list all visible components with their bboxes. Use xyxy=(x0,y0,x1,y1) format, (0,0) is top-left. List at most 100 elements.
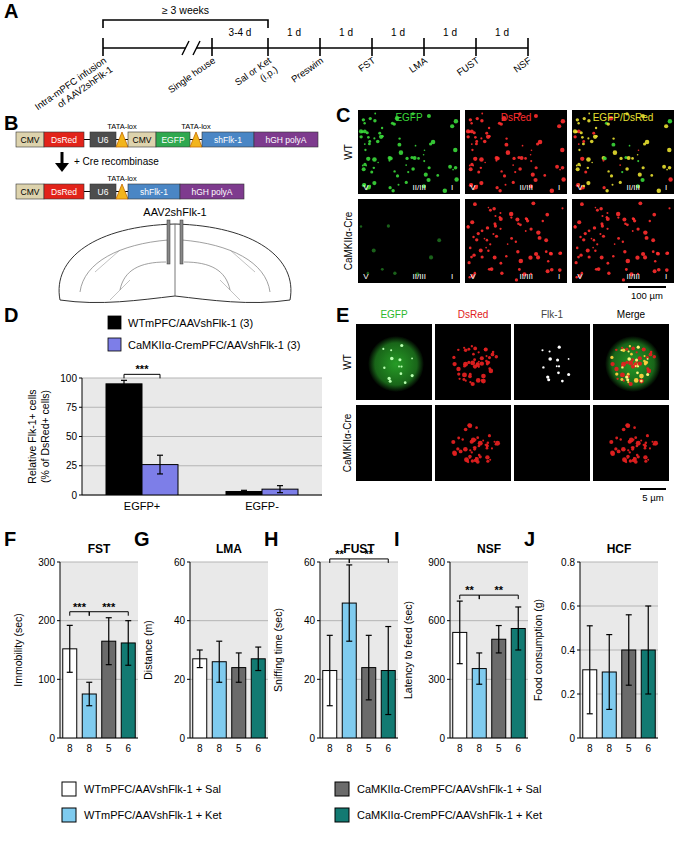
construct-element xyxy=(90,132,116,147)
cell-dot xyxy=(486,239,489,242)
error-line xyxy=(159,455,160,474)
puncta xyxy=(485,455,489,459)
cell-dot xyxy=(366,157,370,161)
cell-dot xyxy=(544,238,548,242)
cell-dot xyxy=(605,189,608,192)
error-cap xyxy=(197,649,203,650)
puncta xyxy=(621,366,623,368)
puncta xyxy=(452,356,455,359)
error-bar xyxy=(86,682,92,705)
cell-dot xyxy=(505,184,507,186)
element-label: EGFP xyxy=(161,135,184,145)
micrograph: DsRedVII/IIII xyxy=(465,110,567,194)
cell-dot xyxy=(500,272,503,275)
puncta xyxy=(556,365,558,367)
cell-dot xyxy=(492,207,496,211)
puncta xyxy=(400,344,403,347)
cell-dot xyxy=(588,229,591,232)
error-line xyxy=(89,682,90,705)
lox-label: TATA-lox xyxy=(107,174,137,183)
puncta xyxy=(457,437,460,440)
vector-label: AAV2shFlk-1 xyxy=(143,206,206,218)
channel-label: EGFP/DsRed xyxy=(593,112,654,123)
y-label: (% of DsRed+ cells) xyxy=(39,390,51,483)
puncta xyxy=(636,454,639,457)
cell-dot xyxy=(545,250,548,253)
plot-background xyxy=(60,562,138,738)
puncta xyxy=(642,347,646,351)
error-cap xyxy=(125,665,131,666)
error-cap xyxy=(366,699,372,700)
grid-line xyxy=(450,562,528,563)
chart-title: LMA xyxy=(216,542,242,556)
image-background xyxy=(593,405,669,481)
cell-dot xyxy=(480,119,483,122)
puncta xyxy=(480,356,484,360)
cell-dot xyxy=(407,171,409,173)
cell-dot xyxy=(538,236,542,240)
cell-dot xyxy=(509,212,513,216)
image-background xyxy=(572,199,674,283)
error-cap xyxy=(587,713,593,714)
bar xyxy=(193,659,207,738)
error-line xyxy=(589,626,590,714)
cell-dot xyxy=(642,166,645,169)
cell-dot xyxy=(512,181,515,184)
cell-dot xyxy=(436,174,439,177)
cell-dot xyxy=(533,178,537,182)
micrograph: VII/IIII xyxy=(572,199,674,283)
timeline-break xyxy=(193,41,200,55)
layer-label: II/III xyxy=(413,272,426,281)
y-label: Latency to feed (sec) xyxy=(402,601,414,699)
puncta xyxy=(390,349,392,351)
puncta xyxy=(620,438,622,440)
cell-dot xyxy=(530,160,532,162)
event-label: Sal or Ket(i.p.) xyxy=(233,54,280,96)
error-line xyxy=(258,647,259,670)
cell-dot xyxy=(405,181,408,184)
timeline-tick xyxy=(527,38,529,56)
cell-dot xyxy=(372,181,376,185)
tick-label: 0.6 xyxy=(561,601,575,612)
error-cap xyxy=(106,617,112,618)
cell-dot xyxy=(480,167,482,169)
puncta xyxy=(630,353,633,356)
error-bar xyxy=(327,635,333,705)
cell-dot xyxy=(519,259,524,264)
micrograph xyxy=(435,405,511,481)
cell-dot xyxy=(617,237,620,240)
image-background xyxy=(465,110,567,194)
cell-dot xyxy=(498,189,501,192)
cell-dot xyxy=(381,135,384,138)
puncta xyxy=(457,372,460,375)
puncta xyxy=(387,377,390,380)
event-text: FUST xyxy=(455,55,482,78)
cell-dot xyxy=(578,143,580,145)
cell-dot xyxy=(506,150,511,155)
layer-label: V xyxy=(470,272,476,281)
cell-dot xyxy=(632,230,634,232)
cell-dot xyxy=(586,181,590,185)
cell-dot xyxy=(622,217,626,221)
segment-label: 1 d xyxy=(339,27,353,38)
cell-dot xyxy=(512,157,515,160)
cell-dot xyxy=(584,232,587,235)
cell-dot xyxy=(359,135,362,138)
error-cap xyxy=(457,663,463,664)
element-label: hGH polyA xyxy=(191,187,232,197)
panel-letter: A xyxy=(4,0,18,22)
error-cap xyxy=(121,387,127,388)
legend-swatch xyxy=(62,808,76,822)
puncta xyxy=(467,461,469,463)
cell-dot xyxy=(616,212,620,216)
cell-dot xyxy=(466,129,470,133)
cell-dot xyxy=(588,113,590,115)
event-text: LMA xyxy=(407,54,430,75)
cell-dot xyxy=(493,222,496,225)
cell-dot xyxy=(397,143,401,147)
n-label: 5 xyxy=(366,743,372,754)
puncta xyxy=(478,454,481,457)
puncta xyxy=(556,359,559,362)
cell-dot xyxy=(393,170,395,172)
tick-label: 100 xyxy=(38,674,55,685)
